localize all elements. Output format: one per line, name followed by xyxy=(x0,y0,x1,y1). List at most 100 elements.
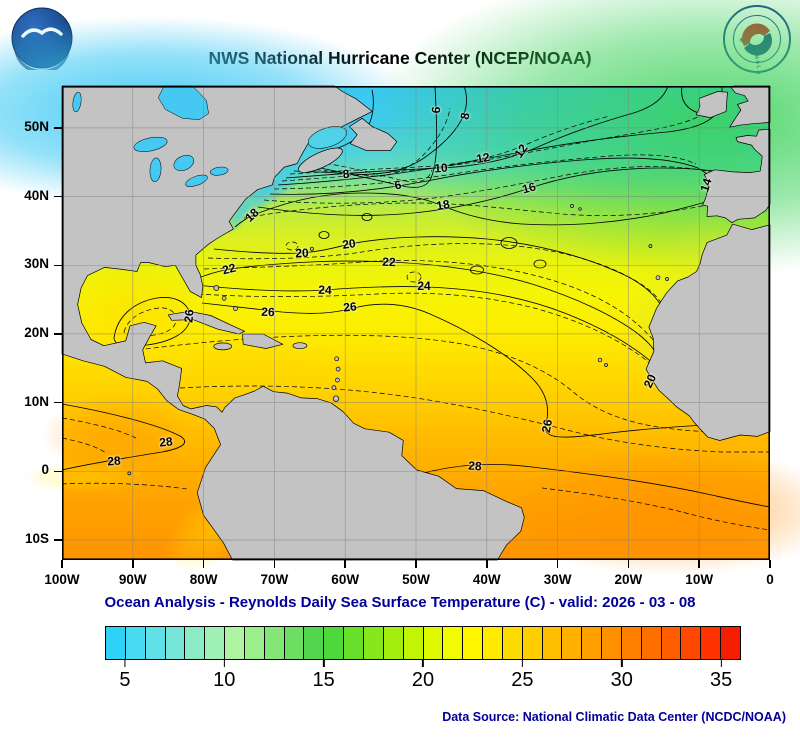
colorbar-cell xyxy=(124,627,145,659)
colorbar-cell xyxy=(501,627,522,659)
gulf-of-st-lawrence xyxy=(308,126,347,149)
x-axis-tickmark xyxy=(344,560,346,568)
colorbar-cell xyxy=(521,627,542,659)
isotherm-8 xyxy=(293,85,468,175)
y-axis-tickmark xyxy=(54,264,62,267)
colorbar-cell xyxy=(303,627,324,659)
colorbar-tickmark xyxy=(322,660,325,667)
bahamas xyxy=(213,285,220,291)
warm-eddy xyxy=(500,237,518,249)
colorbar-cell xyxy=(164,627,185,659)
isotherm-28-atlantic xyxy=(419,463,771,508)
colorbar-tickmark xyxy=(720,660,722,667)
lake-ontario xyxy=(210,166,229,176)
colorbar-tick: 5 xyxy=(119,660,130,692)
lesser-antilles xyxy=(335,366,341,372)
sst-analysis-map: 6 8 8 6 10 12 12 16 18 18 14 20 20 22 22 24 24 26 26 26 26 20… xyxy=(0,0,800,587)
warm-eddy xyxy=(470,265,484,275)
x-axis-tickmark xyxy=(415,560,417,568)
y-axis-label: 20N xyxy=(24,324,49,340)
lesser-antilles xyxy=(334,356,340,362)
colorbar-cell xyxy=(700,627,721,659)
cuba-island xyxy=(167,310,246,335)
colorbar-cell xyxy=(323,627,344,659)
colorbar-cell xyxy=(601,627,621,659)
colorbar-tick: 35 xyxy=(710,660,732,692)
cold-eddy xyxy=(318,231,330,239)
lake-erie xyxy=(185,174,208,187)
colorbar-tick: 15 xyxy=(313,660,335,692)
colorbar-cell xyxy=(263,627,284,659)
bahamas xyxy=(221,295,227,301)
colorbar-tickmark xyxy=(621,660,623,667)
isotherm-16 xyxy=(257,167,763,216)
map-caption: Ocean Analysis - Reynolds Daily Sea Surf… xyxy=(104,594,696,611)
x-axis-label: 70W xyxy=(260,572,289,587)
x-axis-label: 80W xyxy=(189,572,218,587)
x-axis-tickmark xyxy=(486,560,488,568)
lake-superior xyxy=(133,136,168,152)
isotherm-28-pacific xyxy=(61,403,185,471)
colorbar-cell xyxy=(541,627,562,659)
y-axis-label: 10N xyxy=(24,393,49,409)
colorbar-tickmark xyxy=(422,660,424,667)
colorbar-cell xyxy=(462,627,483,659)
isotherm-26 xyxy=(201,302,771,438)
colorbar-cell xyxy=(660,627,681,659)
x-axis-tickmark xyxy=(556,560,559,568)
colorbar-cell xyxy=(422,627,443,659)
colorbar-tick-label: 20 xyxy=(411,669,435,691)
x-axis-label: 100W xyxy=(44,572,80,587)
x-axis-tickmark xyxy=(273,560,276,568)
puerto-rico-island xyxy=(292,342,308,350)
y-axis-tickmark xyxy=(54,333,62,335)
cape-verde-islands xyxy=(597,357,603,363)
canary-islands xyxy=(655,275,661,281)
isotherm-6 xyxy=(304,85,438,188)
x-axis-tickmark xyxy=(61,560,63,568)
y-axis-tickmark xyxy=(54,401,62,404)
lake-michigan xyxy=(149,157,162,183)
hudson-bay xyxy=(158,85,209,120)
azores-islands xyxy=(570,204,574,208)
y-axis-label: 30N xyxy=(24,256,49,272)
colorbar-cell xyxy=(720,627,740,659)
inland-water xyxy=(72,85,347,187)
galapagos-islands xyxy=(127,471,132,476)
newfoundland-island xyxy=(349,117,398,151)
colorbar-cell xyxy=(204,627,225,659)
colorbar-cell xyxy=(402,627,423,659)
colorbar-cell xyxy=(581,627,602,659)
colorbar-tick-label: 25 xyxy=(511,669,534,691)
cold-eddy xyxy=(361,213,373,221)
lake-huron xyxy=(173,155,195,171)
colorbar-cell xyxy=(561,627,582,659)
bahamas xyxy=(233,306,238,311)
colorbar-tickmark xyxy=(223,660,225,667)
canary-islands xyxy=(665,277,669,281)
americas-landmass xyxy=(61,85,525,561)
colorbar-tick-label: 15 xyxy=(312,669,335,691)
colorbar-cell xyxy=(184,627,205,659)
x-axis-label: 0 xyxy=(766,572,774,587)
colorbar-cell xyxy=(442,627,463,659)
colorbar-tick: 10 xyxy=(213,660,235,692)
colorbar-cell xyxy=(640,627,661,659)
colorbar-ticks: 5 10 15 20 25 30 35 xyxy=(105,660,741,700)
landmasses xyxy=(61,85,771,561)
x-axis-label: 90W xyxy=(118,572,147,587)
colorbar-tick: 20 xyxy=(412,660,434,692)
africa-landmass xyxy=(645,223,771,441)
colorbar-tick-label: 10 xyxy=(213,669,236,691)
isotherm-4 xyxy=(331,89,374,151)
ireland-landmass xyxy=(695,91,728,118)
y-axis-tickmark xyxy=(54,539,62,541)
colorbar-cell xyxy=(382,627,403,659)
isotherm-14 xyxy=(269,157,713,197)
azores-islands xyxy=(578,207,582,211)
colorbar-tickmark xyxy=(521,660,524,667)
lesser-antilles xyxy=(335,377,340,383)
lesser-antilles xyxy=(331,385,337,390)
map-canvas xyxy=(0,0,800,576)
